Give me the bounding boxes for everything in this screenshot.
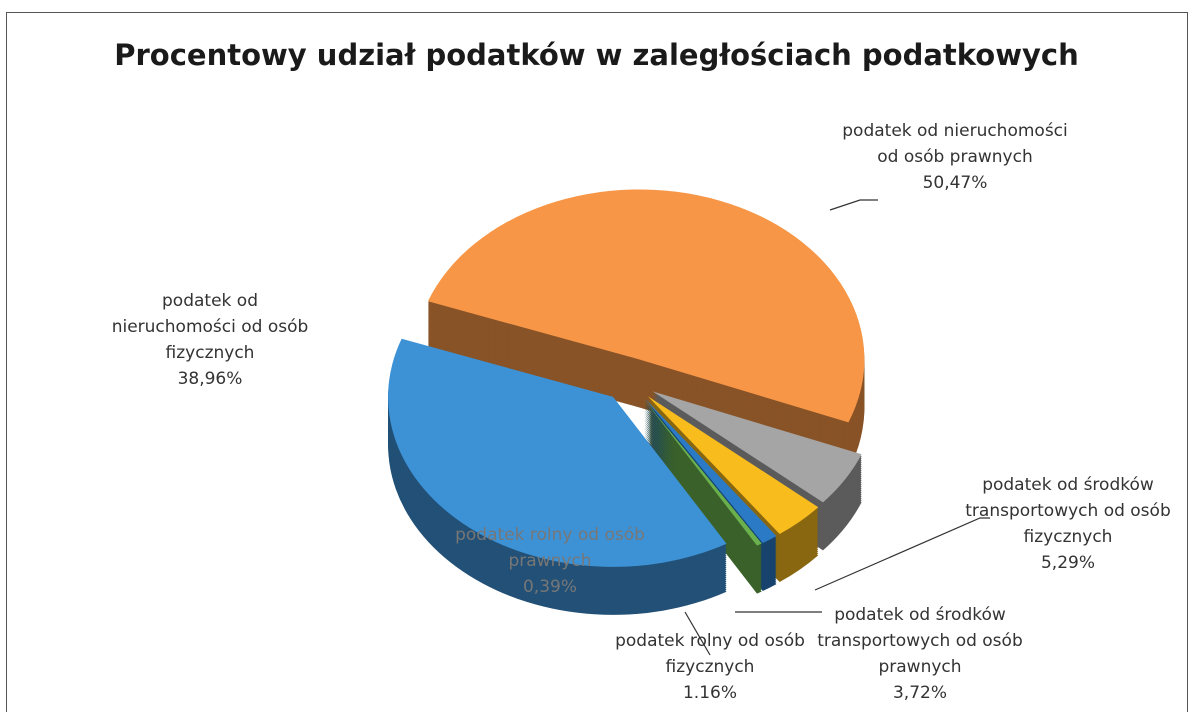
slice-label: podatek od nieruchomości od osób prawnyc…	[840, 118, 1070, 196]
leader-line	[814, 517, 990, 591]
value-label: 38,96%	[177, 369, 243, 389]
slice	[643, 398, 762, 546]
category-label: podatek od nieruchomości od osób prawnyc…	[842, 121, 1068, 167]
chart-title: Procentowy udział podatków w zaległościa…	[114, 38, 1079, 72]
category-label: podatek rolny od osób fizycznych	[615, 631, 805, 677]
slice	[652, 391, 862, 503]
slice-label: podatek rolny od osób prawnych 0,39%	[430, 522, 670, 600]
slice-label: podatek rolny od osób fizycznych 1.16%	[595, 628, 825, 706]
category-label: podatek od środków transportowych od osó…	[965, 475, 1171, 547]
value-label: 3,72%	[892, 683, 947, 703]
value-label: 50,47%	[922, 173, 988, 193]
slice-label: podatek od środków transportowych od osó…	[963, 472, 1173, 576]
category-label: podatek rolny od osób prawnych	[455, 525, 645, 571]
frame	[6, 12, 1188, 712]
slice	[644, 398, 777, 543]
slice-label: podatek od środków transportowych od osó…	[810, 602, 1030, 706]
leader-line	[829, 199, 878, 211]
value-label: 1.16%	[682, 683, 737, 703]
slice-label: podatek od nieruchomości od osób fizyczn…	[110, 288, 310, 392]
category-label: podatek od nieruchomości od osób fizyczn…	[111, 291, 309, 363]
value-label: 5,29%	[1040, 553, 1095, 573]
leader-line	[684, 611, 711, 656]
slice	[427, 189, 865, 423]
value-label: 0,39%	[522, 577, 577, 597]
slice	[647, 396, 819, 535]
category-label: podatek od środków transportowych od osó…	[817, 605, 1023, 677]
slice	[388, 338, 727, 567]
